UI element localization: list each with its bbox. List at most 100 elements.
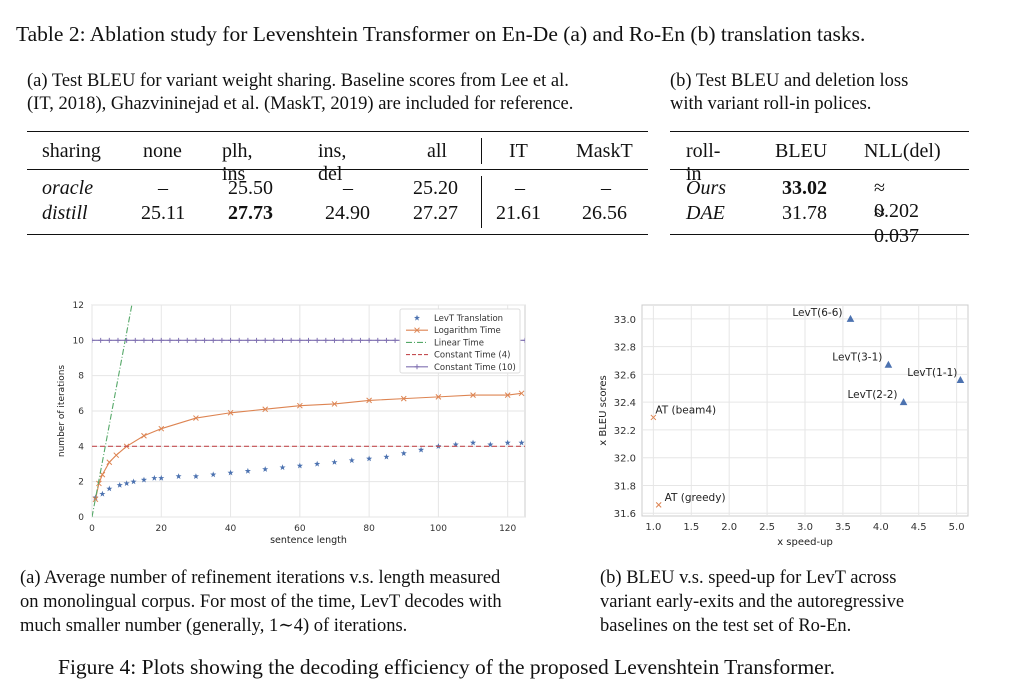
series-constant-time-10-point	[314, 337, 320, 343]
series-constant-time-10-point	[176, 337, 182, 343]
header-cell: ins, del	[318, 140, 347, 185]
series-constant-time-10-point	[202, 337, 208, 343]
y-tick-label: 32.2	[614, 426, 636, 437]
x-tick-label: 5.0	[949, 522, 965, 533]
chart-a-iterations: 0 20 40 60 80 100 120 0 2 4 6 8 10 12 sentence length n…	[57, 301, 526, 546]
series-constant-time-10-point	[288, 337, 294, 343]
series-levt-translation-point	[123, 480, 130, 486]
series-levt-translation-point	[314, 460, 321, 467]
figure-a-caption: (a) Average number of refinement iterati…	[20, 566, 502, 638]
series-constant-time-10-point	[280, 337, 286, 343]
series-levt-translation-point	[296, 462, 303, 469]
series-constant-time-10-point	[132, 337, 138, 343]
series-constant-time-10-point	[357, 337, 363, 343]
series-logarithm-time-point	[400, 395, 407, 402]
series-logarithm-time-point	[296, 402, 303, 409]
table-b-caption: (b) Test BLEU and deletion loss with var…	[670, 70, 908, 116]
data-point	[650, 414, 657, 421]
chart-b-bleu-speedup: 1.0 1.5 2.0 2.5 3.0 3.5 4.0 4.5 5.0 31.6 31.8 32.0 3…	[598, 304, 969, 548]
series-logarithm-time-point	[518, 390, 525, 397]
data-point	[956, 375, 965, 383]
table-cell: –	[343, 177, 353, 199]
y-tick-label: 8	[78, 372, 84, 382]
point-label: AT (beam4)	[655, 404, 716, 416]
caption-line: baselines on the test set of Ro-En.	[600, 616, 852, 636]
series-constant-time-10-point	[141, 337, 147, 343]
x-tick-label: 100	[430, 524, 447, 534]
series-logarithm-time-point	[366, 397, 372, 404]
table-cell: 25.50	[228, 177, 273, 199]
legend-entry: Linear Time	[434, 338, 484, 348]
y-tick-label: 32.8	[614, 343, 636, 354]
table-cell: 31.78	[782, 202, 827, 224]
series-constant-time-10-point	[383, 337, 389, 343]
series-logarithm-time-point	[96, 480, 102, 487]
point-label: LevT(6-6)	[792, 307, 842, 319]
series-logarithm-time-point	[435, 394, 442, 400]
series-constant-time-10-point	[522, 337, 525, 343]
y-axis-label: x BLEU scores	[598, 375, 609, 445]
series-levt-translation-point	[331, 459, 338, 465]
series-constant-time-10-point	[92, 337, 95, 343]
point-label: LevT(2-2)	[847, 389, 897, 401]
header-cell: NLL(del)	[864, 140, 941, 162]
caption-line: variant early-exits and the autoregressi…	[600, 592, 905, 612]
x-tick-label: 3.5	[835, 522, 851, 533]
data-point	[884, 360, 893, 368]
point-label: LevT(1-1)	[907, 367, 957, 379]
x-tick-label: 3.0	[797, 522, 813, 533]
series-levt-translation-point	[106, 485, 113, 492]
series-levt-translation-point	[366, 455, 373, 462]
x-tick-label: 1.5	[683, 522, 699, 533]
caption-line: (b) BLEU v.s. speed-up for LevT across	[600, 568, 897, 588]
series-levt-translation-point	[116, 482, 123, 488]
data-point	[899, 398, 908, 406]
legend-entry: Constant Time (4)	[434, 351, 510, 361]
caption-line: with variant roll-in polices.	[670, 94, 872, 114]
series-constant-time-10-point	[271, 337, 277, 343]
series-levt-translation-point	[452, 441, 459, 448]
series-levt-translation-point	[400, 450, 407, 456]
legend-box	[399, 308, 521, 374]
header-cell: plh, ins	[222, 140, 253, 185]
series-logarithm-time-point	[331, 401, 338, 407]
series-constant-time-10-point	[115, 337, 121, 343]
y-axis-label: number of iterations	[57, 365, 67, 458]
legend-entry: Constant Time (10)	[434, 363, 516, 373]
y-tick-label: 32.6	[614, 370, 636, 381]
row-label: Ours	[686, 177, 727, 199]
table-cell: –	[601, 177, 611, 199]
row-label: distill	[42, 202, 88, 224]
series-constant-time-10-point	[366, 337, 372, 343]
point-label: LevT(3-1)	[832, 352, 882, 364]
table-a-separator	[481, 138, 482, 164]
table-cell: 27.73	[228, 202, 273, 224]
caption-line: on monolingual corpus. For most of the t…	[20, 592, 502, 612]
series-levt-translation-point	[279, 464, 286, 471]
table-cell: 24.90	[325, 202, 370, 224]
table-cell: 21.61	[496, 202, 541, 224]
series-levt-translation-point	[383, 453, 390, 460]
series-constant-time-10-point	[124, 337, 130, 343]
series-logarithm-time-point	[113, 452, 120, 459]
series-logarithm-time-point	[106, 459, 113, 466]
series-constant-time-10-point	[158, 337, 164, 343]
table-a-separator	[481, 176, 482, 228]
series-levt-translation-point	[210, 471, 217, 478]
caption-line: (IT, 2018), Ghazvininejad et al. (MaskT,…	[27, 94, 574, 114]
x-tick-label: 1.0	[645, 522, 661, 533]
series-levt-translation-point	[140, 476, 147, 483]
y-tick-label: 32.0	[614, 454, 636, 465]
series-levt-translation-point	[158, 474, 165, 481]
header-cell: IT	[509, 140, 528, 162]
series-constant-time-10-point	[297, 337, 303, 343]
series-constant-time-10-point	[150, 337, 156, 343]
series-levt-translation-point	[418, 446, 425, 453]
legend-swatch	[414, 364, 420, 370]
series-levt-translation-point	[470, 439, 477, 446]
y-tick-label: 12	[73, 301, 84, 311]
table-cell: 26.56	[582, 202, 627, 224]
x-tick-label: 4.5	[911, 522, 927, 533]
y-tick-label: 31.8	[614, 481, 636, 492]
y-tick-label: 32.4	[614, 398, 636, 409]
